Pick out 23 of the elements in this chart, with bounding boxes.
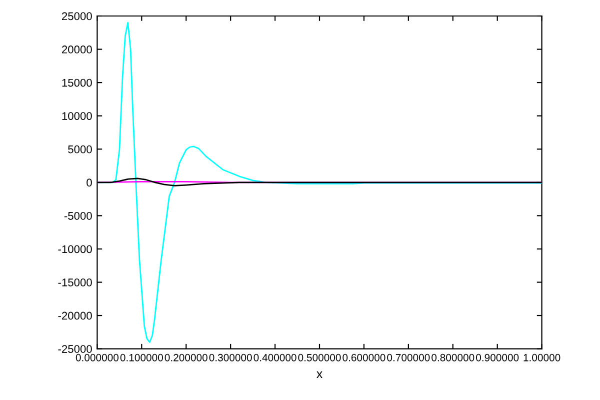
x-tick-label: 0.100000 [120,354,163,362]
x-tick-label: 0.900000 [476,354,519,362]
x-tick-label: 0.200000 [164,354,208,362]
y-tick-label: -20000 [58,312,92,320]
x-tick-label: 0.000000 [76,354,119,362]
x-tick-label: 0.400000 [254,354,296,362]
y-tick-label: 15000 [62,78,92,87]
x-tick-label: 0.700000 [387,354,430,362]
y-tick-label: 25000 [62,12,92,20]
x-tick-label: 1.00000 [524,354,560,362]
y-tick-label: -25000 [58,345,92,353]
x-tick-label: 0.300000 [209,354,252,362]
x-tick-label: 0.800000 [432,354,474,362]
x-tick-label: 0.500000 [298,354,341,362]
y-tick-label: 10000 [62,112,92,120]
y-tick-label: 20000 [62,46,92,54]
y-tick-label: 5000 [68,145,92,154]
y-tick-label: -5000 [64,212,92,220]
y-tick-label: -15000 [58,278,92,286]
y-tick-label: 0 [86,178,92,187]
x-axis-title: x [316,371,322,378]
y-tick-label: -10000 [58,245,92,254]
x-tick-label: 0.600000 [342,354,386,362]
